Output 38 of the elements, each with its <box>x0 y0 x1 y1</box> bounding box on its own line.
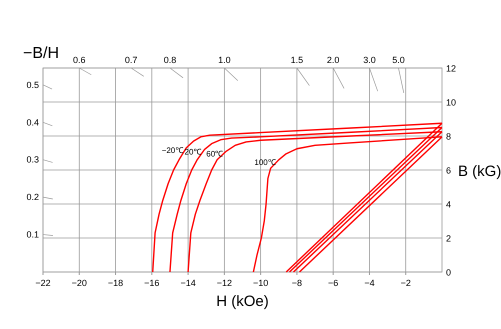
y-tick-label: 0 <box>446 268 452 278</box>
series-label: 20℃ <box>184 148 202 157</box>
text: 3.0 <box>363 55 376 65</box>
y-tick-label: 8 <box>446 132 452 142</box>
text: 0.7 <box>124 55 138 65</box>
y-tick-label: 10 <box>446 98 456 108</box>
y2-tick-label: 0.1 <box>26 230 39 240</box>
x-tick-label: −16 <box>144 278 160 288</box>
x-tick-label: −2 <box>400 278 411 288</box>
x-tick-label: −6 <box>328 278 338 288</box>
x-tick-label: −8 <box>292 278 302 288</box>
text: 0.6 <box>73 55 86 65</box>
y-axis-title: B (kG) <box>458 163 501 180</box>
y-tick-label: 6 <box>446 166 452 176</box>
series-label: 100℃ <box>254 158 276 167</box>
y-tick-label: 2 <box>446 234 452 244</box>
x-tick-label: −4 <box>364 278 375 288</box>
y-tick-label: 4 <box>446 200 452 210</box>
y2-tick-label: 0.3 <box>26 154 39 165</box>
series-label: −20℃ <box>162 146 184 155</box>
x-axis-title: H (kOe) <box>216 293 269 310</box>
y2-axis-title: −B/H <box>23 45 60 62</box>
y-tick-label: 12 <box>446 64 456 74</box>
x-tick-label: −20 <box>72 278 87 288</box>
x-tick-label: −22 <box>35 278 51 288</box>
text: 2.0 <box>326 55 340 65</box>
text: 5.0 <box>392 55 405 65</box>
text: 1.5 <box>290 55 304 65</box>
y2-tick-label: 0.2 <box>26 192 39 202</box>
x-tick-label: −12 <box>216 278 232 288</box>
text: 1.0 <box>218 55 231 65</box>
y2-tick-label: 0.4 <box>26 117 39 128</box>
x-tick-label: −18 <box>108 278 124 288</box>
y2-tick-label: 0.5 <box>26 80 39 90</box>
x-tick-label: −10 <box>252 278 268 288</box>
text: 0.8 <box>164 55 176 65</box>
x-tick-label: −14 <box>180 278 196 288</box>
series-label: 60℃ <box>206 149 224 158</box>
